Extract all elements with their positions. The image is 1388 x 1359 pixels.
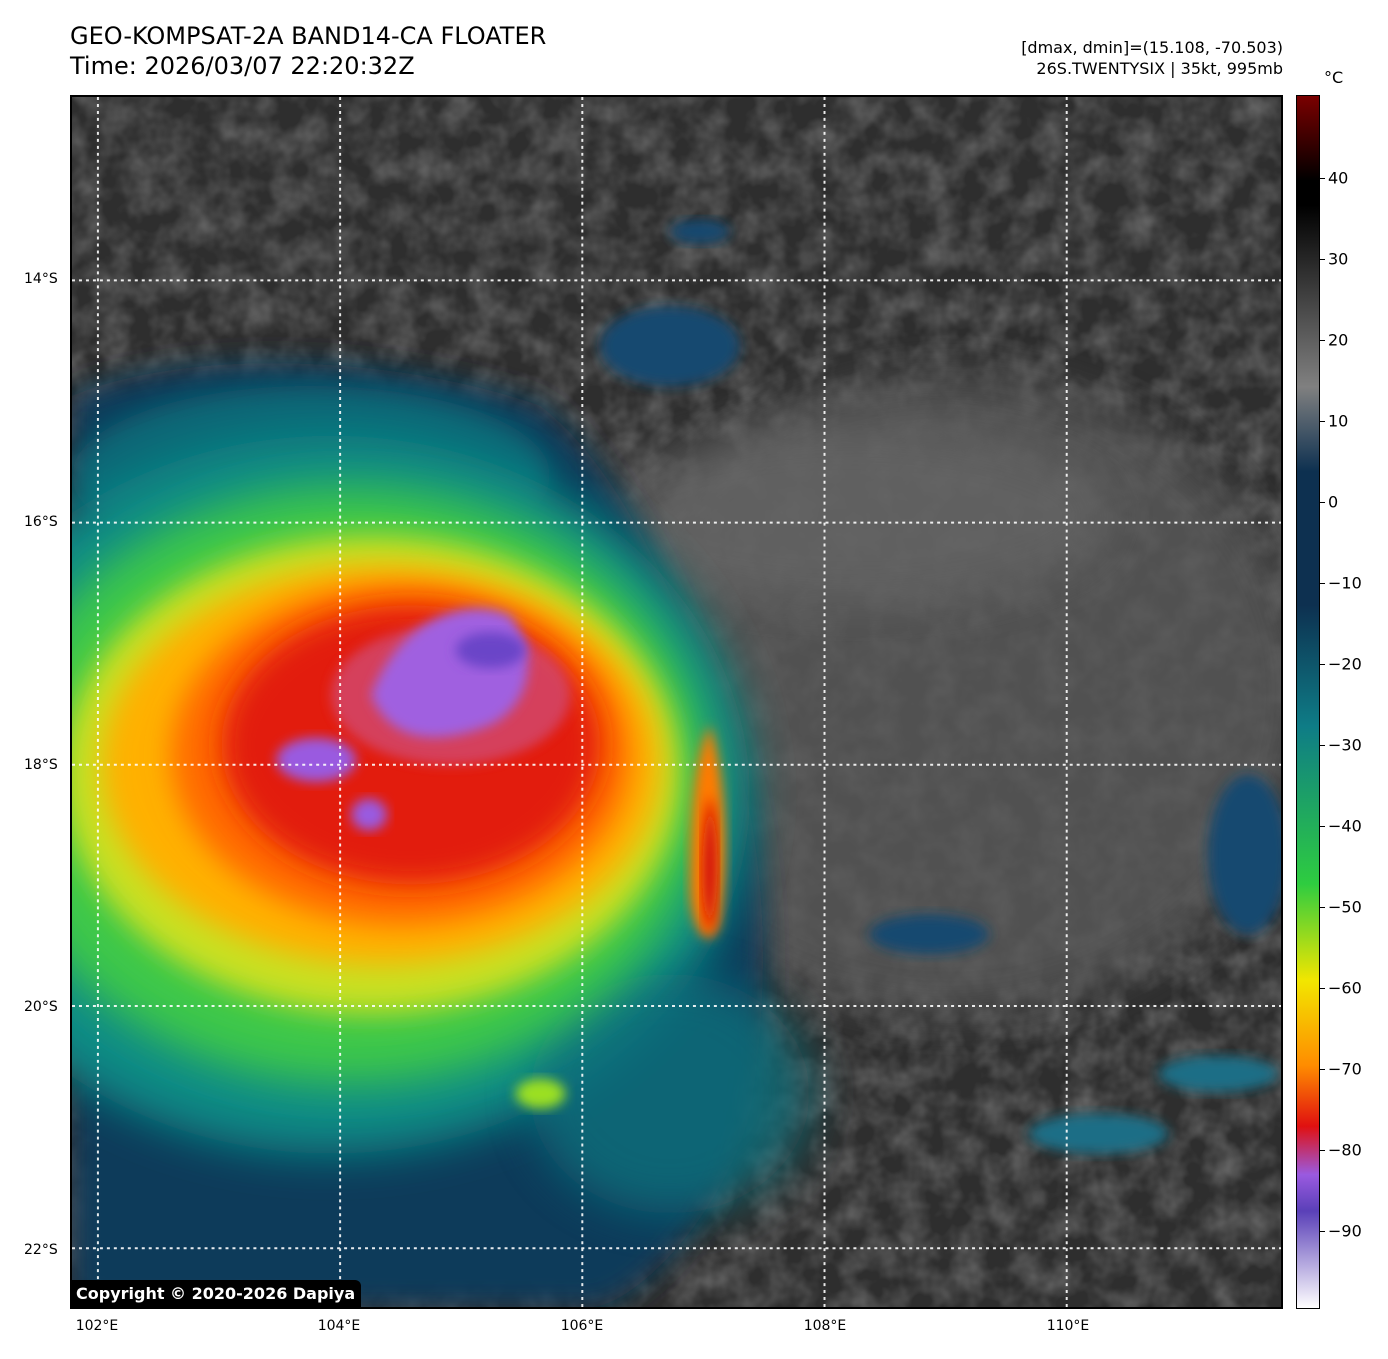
satellite-imagery — [72, 97, 1281, 1307]
lon-label-108e: 108°E — [803, 1318, 847, 1334]
colorbar-tick-label: −70 — [1328, 1059, 1362, 1079]
lon-label-102e: 102°E — [75, 1318, 119, 1334]
colorbar-tick-label: −10 — [1328, 573, 1362, 593]
colorbar-tick-label: 10 — [1328, 411, 1349, 431]
colorbar-tick-mark — [1320, 664, 1325, 665]
colorbar-tick-label: 0 — [1328, 492, 1339, 512]
title-line-2: Time: 2026/03/07 22:20:32Z — [70, 52, 415, 80]
colorbar-tick-mark — [1320, 502, 1325, 503]
lat-label-20s: 20°S — [24, 999, 58, 1015]
colorbar-tick-mark — [1320, 1069, 1325, 1070]
colorbar-tick-label: 20 — [1328, 330, 1349, 350]
info-line-2: 26S.TWENTYSIX | 35kt, 995mb — [1036, 59, 1283, 78]
lat-label-18s: 18°S — [24, 757, 58, 773]
lon-label-110e: 110°E — [1046, 1318, 1090, 1334]
colorbar-tick-mark — [1320, 745, 1325, 746]
colorbar — [1296, 95, 1320, 1309]
colorbar-tick-label: 40 — [1328, 168, 1349, 188]
colorbar-tick-mark — [1320, 178, 1325, 179]
lat-label-16s: 16°S — [24, 514, 58, 530]
lon-label-106e: 106°E — [560, 1318, 604, 1334]
colorbar-tick-mark — [1320, 1231, 1325, 1232]
colorbar-tick-label: −80 — [1328, 1140, 1362, 1160]
colorbar-tick-label: −60 — [1328, 978, 1362, 998]
info-line-1: [dmax, dmin]=(15.108, -70.503) — [1021, 38, 1283, 57]
copyright-badge: Copyright © 2020-2026 Dapiya — [70, 1280, 362, 1307]
lat-label-14s: 14°S — [24, 271, 58, 287]
colorbar-tick-mark — [1320, 988, 1325, 989]
colorbar-unit: °C — [1324, 68, 1344, 87]
lon-label-104e: 104°E — [317, 1318, 361, 1334]
title-line-1: GEO-KOMPSAT-2A BAND14-CA FLOATER — [70, 22, 547, 50]
colorbar-tick-label: −20 — [1328, 654, 1362, 674]
colorbar-tick-mark — [1320, 259, 1325, 260]
colorbar-tick-mark — [1320, 421, 1325, 422]
lat-label-22s: 22°S — [24, 1242, 58, 1258]
colorbar-tick-label: −30 — [1328, 735, 1362, 755]
colorbar-tick-mark — [1320, 907, 1325, 908]
colorbar-tick-label: −50 — [1328, 897, 1362, 917]
satellite-map[interactable] — [70, 95, 1283, 1309]
colorbar-tick-label: −40 — [1328, 816, 1362, 836]
colorbar-tick-mark — [1320, 340, 1325, 341]
colorbar-tick-label: −90 — [1328, 1221, 1362, 1241]
colorbar-tick-mark — [1320, 826, 1325, 827]
colorbar-tick-mark — [1320, 583, 1325, 584]
colorbar-tick-label: 30 — [1328, 249, 1349, 269]
colorbar-tick-mark — [1320, 1150, 1325, 1151]
